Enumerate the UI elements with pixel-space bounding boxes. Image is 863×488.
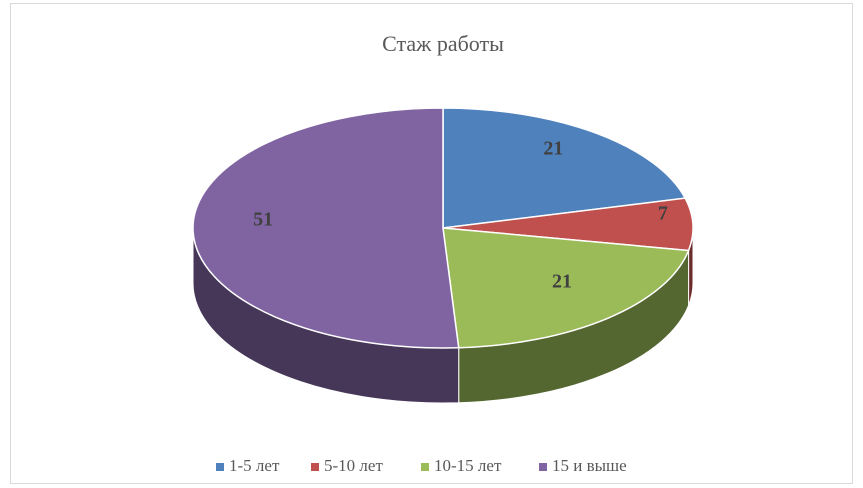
pie-slice (442, 107, 687, 229)
chart-title: Стаж работы (382, 31, 504, 56)
pie-slice (442, 197, 694, 252)
data-label: 51 (253, 208, 273, 230)
pie-slice (192, 107, 460, 349)
data-label: 7 (658, 202, 668, 224)
pie-slice (442, 227, 690, 349)
legend-swatch (311, 463, 319, 471)
legend-label: 1-5 лет (229, 456, 280, 475)
data-label: 21 (543, 137, 563, 159)
data-label: 21 (552, 270, 572, 292)
legend-swatch (539, 463, 547, 471)
legend-swatch (216, 463, 224, 471)
legend-label: 5-10 лет (324, 456, 383, 475)
legend-label: 10-15 лет (434, 456, 502, 475)
legend-swatch (421, 463, 429, 471)
legend-label: 15 и выше (552, 456, 627, 475)
